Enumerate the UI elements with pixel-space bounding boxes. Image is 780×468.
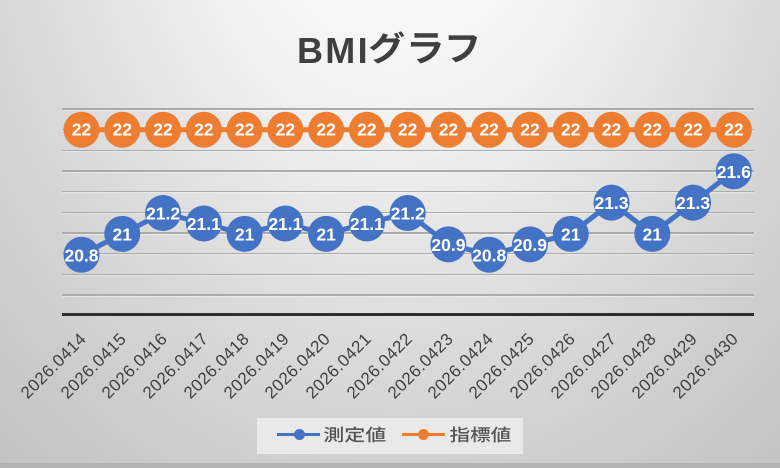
svg-text:22: 22 bbox=[602, 120, 622, 140]
svg-text:22: 22 bbox=[153, 120, 173, 140]
svg-text:22: 22 bbox=[276, 120, 296, 140]
svg-text:20.8: 20.8 bbox=[64, 245, 98, 265]
svg-text:22: 22 bbox=[439, 120, 459, 140]
svg-text:22: 22 bbox=[520, 120, 540, 140]
svg-text:21.3: 21.3 bbox=[676, 193, 710, 213]
svg-text:22: 22 bbox=[643, 120, 663, 140]
svg-text:21.6: 21.6 bbox=[717, 162, 751, 182]
svg-text:22: 22 bbox=[113, 120, 133, 140]
svg-text:21.1: 21.1 bbox=[350, 214, 384, 234]
svg-text:21.3: 21.3 bbox=[594, 193, 628, 213]
svg-text:22: 22 bbox=[561, 120, 581, 140]
svg-text:22: 22 bbox=[316, 120, 336, 140]
svg-text:20.9: 20.9 bbox=[513, 235, 547, 255]
svg-text:22: 22 bbox=[724, 120, 744, 140]
svg-text:21.2: 21.2 bbox=[391, 204, 425, 224]
svg-text:21.1: 21.1 bbox=[187, 214, 221, 234]
svg-text:22: 22 bbox=[479, 120, 499, 140]
svg-text:21: 21 bbox=[561, 224, 581, 244]
svg-text:21: 21 bbox=[113, 224, 133, 244]
svg-text:22: 22 bbox=[683, 120, 703, 140]
svg-text:21: 21 bbox=[643, 224, 663, 244]
svg-text:21.1: 21.1 bbox=[268, 214, 302, 234]
svg-text:22: 22 bbox=[235, 120, 255, 140]
svg-text:21.2: 21.2 bbox=[146, 204, 180, 224]
svg-text:22: 22 bbox=[357, 120, 377, 140]
svg-text:21: 21 bbox=[316, 224, 336, 244]
svg-text:21: 21 bbox=[235, 224, 255, 244]
svg-text:22: 22 bbox=[398, 120, 418, 140]
svg-text:20.9: 20.9 bbox=[431, 235, 465, 255]
svg-text:22: 22 bbox=[194, 120, 214, 140]
svg-text:22: 22 bbox=[72, 120, 92, 140]
svg-text:20.8: 20.8 bbox=[472, 245, 506, 265]
